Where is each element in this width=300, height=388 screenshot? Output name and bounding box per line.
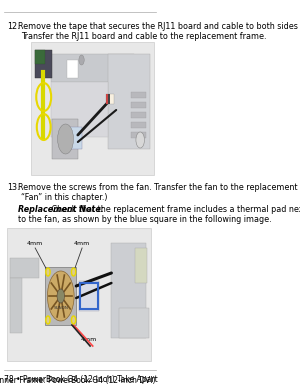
Bar xyxy=(79,281,99,311)
Circle shape xyxy=(58,124,74,154)
Text: 78 • PowerBook G4 (12-inch) Take Apart: 78 • PowerBook G4 (12-inch) Take Apart xyxy=(4,376,158,385)
Text: Remove the screws from the fan. Transfer the fan to the replacement frame. (Refe: Remove the screws from the fan. Transfer… xyxy=(18,183,300,192)
Bar xyxy=(80,283,98,309)
Text: 4mm: 4mm xyxy=(27,241,43,246)
Bar xyxy=(135,248,147,283)
Text: to the fan, as shown by the blue square in the following image.: to the fan, as shown by the blue square … xyxy=(18,215,272,224)
Bar xyxy=(108,54,150,149)
Text: Replacement Note:: Replacement Note: xyxy=(18,205,104,214)
Bar xyxy=(67,127,82,149)
Text: Remove the tape that secures the RJ11 board and cable to both sides of the frame: Remove the tape that secures the RJ11 bo… xyxy=(18,22,300,31)
Circle shape xyxy=(57,289,64,303)
Bar xyxy=(131,122,146,128)
Bar xyxy=(106,94,108,104)
Text: Check that the replacement frame includes a thermal pad next: Check that the replacement frame include… xyxy=(49,205,300,214)
Text: “Fan” in this chapter.): “Fan” in this chapter.) xyxy=(21,193,108,202)
Bar xyxy=(10,278,22,333)
Bar xyxy=(119,308,149,338)
Bar xyxy=(31,42,154,175)
Bar xyxy=(106,94,114,104)
Bar xyxy=(51,54,134,82)
Text: 4mm: 4mm xyxy=(81,337,97,342)
Circle shape xyxy=(46,316,50,324)
Circle shape xyxy=(47,271,74,321)
Bar xyxy=(108,94,110,104)
Bar xyxy=(111,243,146,338)
Text: 4mm: 4mm xyxy=(74,241,90,246)
Bar xyxy=(131,112,146,118)
Circle shape xyxy=(71,268,76,276)
Bar xyxy=(131,132,146,138)
Circle shape xyxy=(71,316,76,324)
Circle shape xyxy=(136,132,144,148)
Bar xyxy=(131,92,146,98)
Text: 12.: 12. xyxy=(8,22,20,31)
Text: SUNON: SUNON xyxy=(53,306,68,310)
Bar xyxy=(131,102,146,108)
Bar xyxy=(67,60,78,78)
Text: 13.: 13. xyxy=(8,183,20,192)
Circle shape xyxy=(46,268,50,276)
Text: Transfer the RJ11 board and cable to the replacement frame.: Transfer the RJ11 board and cable to the… xyxy=(21,32,267,41)
Bar xyxy=(35,50,52,78)
Circle shape xyxy=(79,55,84,65)
Bar xyxy=(51,82,108,137)
Bar xyxy=(35,50,45,64)
Bar xyxy=(52,119,78,159)
Text: Inner Frame: PowerBook G4 (12-inch DVI): Inner Frame: PowerBook G4 (12-inch DVI) xyxy=(0,376,156,385)
Bar xyxy=(10,258,39,278)
Bar xyxy=(45,267,76,325)
Bar xyxy=(8,228,152,361)
